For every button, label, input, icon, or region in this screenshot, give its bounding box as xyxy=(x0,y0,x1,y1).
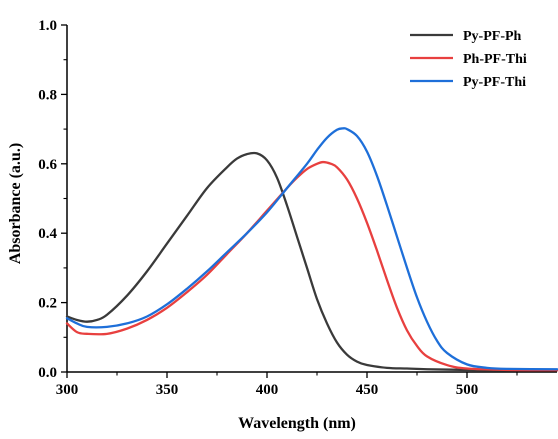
x-tick-label: 350 xyxy=(156,382,179,398)
y-tick-label: 0.8 xyxy=(38,87,57,103)
legend: Py-PF-Ph Ph-PF-Thi Py-PF-Thi xyxy=(410,29,527,90)
y-tick-label: 0.4 xyxy=(38,226,57,242)
x-tick-label: 300 xyxy=(56,382,79,398)
series-line-2 xyxy=(65,160,558,372)
y-tick-label: 0.2 xyxy=(38,296,57,312)
series-line-1 xyxy=(65,151,558,372)
x-tick-label: 400 xyxy=(256,382,279,398)
legend-label: Py-PF-Thi xyxy=(463,75,526,90)
y-tick-label: 1.0 xyxy=(38,18,57,34)
x-axis-title: Wavelength (nm) xyxy=(238,415,356,432)
series-lines xyxy=(65,127,558,372)
x-tick-label: 450 xyxy=(356,382,379,398)
legend-label: Ph-PF-Thi xyxy=(463,52,527,67)
y-tick-label: 0.6 xyxy=(38,157,57,173)
y-tick-label: 0.0 xyxy=(38,365,57,381)
series-line-3 xyxy=(65,127,558,371)
x-tick-label: 500 xyxy=(456,382,479,398)
legend-label: Py-PF-Ph xyxy=(463,29,522,44)
axis-ticks: 300 350 400 450 500 0.0 0.2 0.4 0.6 0.8 1.0 xyxy=(38,18,518,398)
y-axis-title: Absorbance (a.u.) xyxy=(7,143,24,264)
